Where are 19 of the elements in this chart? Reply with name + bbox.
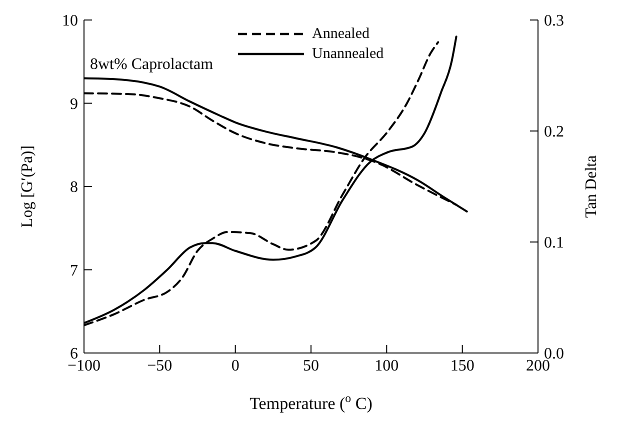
x-tick-label: 100 [374,357,399,374]
x-axis-title: Temperature ($^{o}$C) [250,391,372,413]
legend-label: Annealed [312,26,370,42]
annotation: 8wt% Caprolactam [90,56,214,74]
y-tick-label: 10 [62,12,78,30]
y2-tick-label: 0.2 [544,124,564,141]
y-axis-title: Log [G′(Pa)] [19,145,36,228]
y2-tick-label: 0.1 [544,234,564,252]
y2-axis-title: Tan Delta [583,155,600,218]
y-tick-label: 7 [70,262,78,280]
x-tick-label: 150 [450,357,474,374]
y2-tick-label: 0.3 [544,12,564,30]
x-tick-label: 0 [231,357,240,374]
x-tick-label: −50 [147,357,172,374]
legend-label: Unannealed [312,46,384,62]
y-tick-label: 6 [70,346,78,363]
x-tick-label: 50 [303,357,319,374]
y-tick-label: 8 [70,179,78,196]
y-tick-label: 9 [70,96,78,113]
